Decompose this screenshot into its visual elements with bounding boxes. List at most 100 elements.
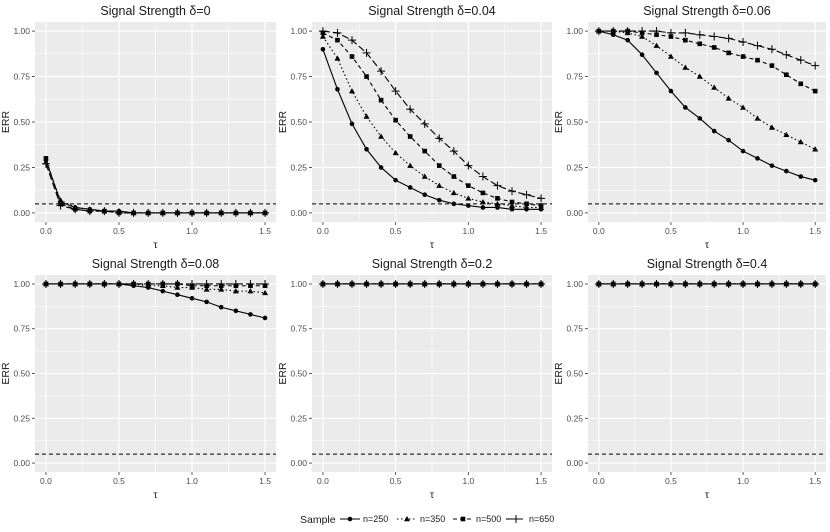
data-point-n500 [43,156,49,161]
data-point-n250 [436,197,442,203]
series-line-n250 [322,49,542,210]
y-tick-label: 1.00 [13,26,30,36]
data-point-n650 [522,190,531,199]
x-tick-label: 0.5 [113,226,125,236]
x-tick-label: 1.0 [462,476,474,486]
x-tick-label: 1.0 [186,226,198,236]
x-tick-label: 1.5 [259,226,271,236]
data-point-n350 [262,289,269,296]
y-tick-label: 1.00 [290,279,307,289]
data-point-n650 [739,279,748,288]
x-axis-label: τ [153,489,158,501]
data-point-n350 [725,95,732,101]
y-axis-label: ERR [277,110,289,133]
panel-title: Signal Strength δ=0.06 [643,4,771,18]
data-point-n650 [782,50,791,59]
data-point-n650 [391,87,400,96]
data-point-n650 [420,279,429,288]
x-tick-label: 0.0 [593,226,605,236]
panel-0: 0.0 0.5 1.0 1.5 0.00 0.25 0.50 0.75 1.00 Signal S… [0,4,276,251]
data-point-n250 [769,163,775,168]
series-line-n350 [598,30,816,150]
y-tick-label: 0.25 [290,162,307,172]
data-point-n500 [524,201,529,207]
data-point-n650 [739,38,748,46]
data-point-n650 [710,279,719,288]
data-point-n350 [436,182,443,188]
data-point-n650 [652,279,661,288]
x-axis-label: τ [430,239,435,251]
x-tick-label: 1.0 [462,226,474,236]
data-point-n650 [144,279,153,288]
data-point-n250 [422,192,428,198]
y-tick-label: 0.50 [13,369,30,379]
data-point-n250 [726,137,731,143]
data-point-n650 [594,27,603,36]
data-point-n650 [609,279,618,288]
series-line-n650 [45,163,266,214]
data-point-n500 [451,174,457,179]
data-point-n250 [248,312,253,317]
data-point-n650 [114,279,123,288]
data-point-n650 [435,279,444,288]
series-line-n650 [322,30,542,199]
data-point-n250 [393,177,398,183]
series-line-n350 [45,161,266,214]
y-tick-label: 0.50 [566,117,583,127]
data-point-n350 [768,124,775,130]
data-point-n650 [333,279,342,288]
data-point-n350 [334,55,341,61]
data-point-n650 [377,279,386,288]
data-point-n350 [247,288,254,294]
data-point-n250 [509,206,515,212]
y-axis-label: ERR [0,110,12,133]
y-tick-label: 0.00 [290,208,307,218]
data-point-n650 [71,279,80,288]
data-point-n500 [697,41,703,47]
data-point-n650 [449,279,458,288]
series-line-n650 [598,30,816,67]
legend-title: Sample [300,514,336,526]
data-point-n650 [217,208,226,217]
x-axis-label: τ [705,239,710,251]
data-point-n500 [812,88,818,94]
series-line-n250 [598,30,816,181]
data-point-n650 [638,27,647,36]
data-point-n650 [41,159,50,168]
panel-title: Signal Strength δ=0.4 [647,257,768,271]
data-point-n650 [173,208,182,217]
data-point-n250 [798,174,804,179]
data-point-n650 [609,27,618,36]
data-point-n250 [262,315,268,321]
data-point-n500 [538,203,544,208]
data-point-n250 [349,121,355,127]
series-line-n500 [598,30,816,92]
data-point-n350 [696,73,703,79]
y-tick-label: 0.75 [290,324,307,334]
data-point-n650 [796,279,805,288]
y-axis-label: ERR [553,362,565,385]
data-point-n650 [493,181,502,190]
data-point-n650 [478,172,487,181]
data-point-n650 [362,279,371,288]
data-point-n650 [362,48,371,57]
legend-label: n=500 [476,514,501,524]
panel-1: 0.0 0.5 1.0 1.5 0.00 0.25 0.50 0.75 1.00 Signal S… [277,4,552,251]
data-point-n350 [523,204,530,210]
y-tick-label: 0.75 [566,324,583,334]
data-point-n650 [724,34,733,43]
legend-label: n=650 [529,514,554,524]
y-tick-label: 0.25 [566,162,583,172]
data-point-n650 [710,32,719,41]
data-point-n250 [711,128,717,134]
y-tick-label: 0.00 [290,458,307,468]
x-tick-label: 0.5 [390,476,402,486]
legend-label: n=250 [363,514,388,524]
data-point-n350 [465,195,472,201]
data-point-n650 [100,279,109,288]
data-point-n650 [508,279,516,288]
y-tick-label: 0.50 [566,369,583,379]
y-tick-label: 0.00 [566,208,583,218]
data-point-n250 [407,185,413,190]
x-axis-label: τ [430,489,435,501]
